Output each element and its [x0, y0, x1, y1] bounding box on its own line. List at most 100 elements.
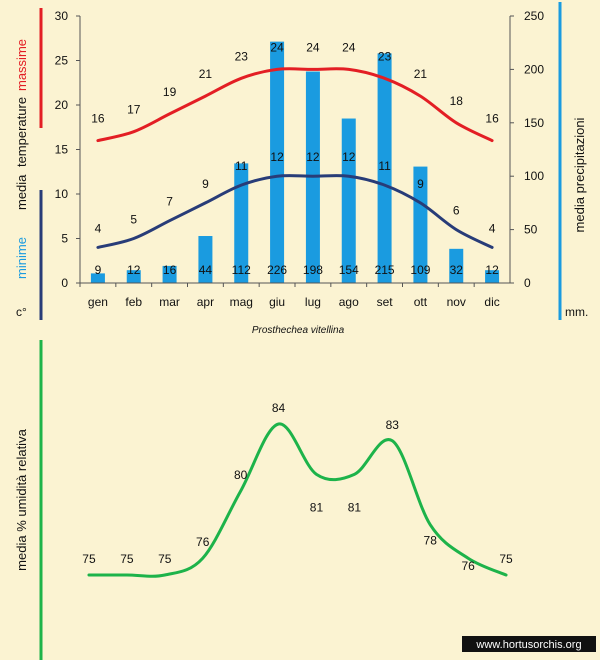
precip-bar: [234, 163, 249, 283]
min-temp-label: 5: [130, 213, 137, 227]
humidity-value-label: 84: [272, 401, 286, 415]
humidity-value-label: 75: [120, 552, 134, 566]
precip-unit: mm.: [565, 305, 588, 319]
precip-bar: [198, 236, 213, 283]
x-tick-label: lug: [305, 295, 321, 309]
temperature-unit: c°: [16, 305, 27, 319]
max-temp-label: 16: [91, 112, 105, 126]
min-temp-label: 7: [166, 195, 173, 209]
precip-value-label: 12: [485, 263, 499, 277]
humidity-chart: media % umidità relativa 75 75 75 76 80 84 81 8…: [14, 340, 513, 660]
right-tick-label: 250: [524, 9, 544, 23]
right-tick-label: 100: [524, 169, 544, 183]
min-temp-label: 12: [270, 150, 284, 164]
left-tick-label: 25: [55, 54, 69, 68]
right-tick-label: 200: [524, 62, 544, 76]
precip-value-label: 215: [375, 263, 395, 277]
x-tick-label: nov: [447, 295, 466, 309]
max-temp-label: 17: [127, 103, 141, 117]
precip-value-label: 9: [95, 263, 102, 277]
left-tick-label: 10: [55, 187, 69, 201]
min-temp-label: 9: [417, 177, 424, 191]
precip-value-label: 109: [410, 263, 430, 277]
precip-bar: [413, 166, 428, 283]
max-temp-label: 21: [414, 67, 428, 81]
humidity-value-label: 83: [386, 418, 400, 432]
min-temp-label: 4: [489, 221, 496, 235]
precip-bar: [162, 265, 177, 283]
precip-axis-title: media precipitazioni: [572, 117, 587, 232]
min-temp-label: 9: [202, 177, 209, 191]
min-temp-label: 6: [453, 204, 460, 218]
watermark: www.hortusorchis.org: [475, 639, 581, 651]
x-axis: gen feb mar apr mag giu lug ago set ott nov dic: [79, 282, 510, 309]
left-tick-label: 5: [61, 232, 68, 246]
x-tick-label: feb: [125, 295, 142, 309]
precip-value-label: 32: [450, 263, 464, 277]
precip-value-label: 226: [267, 263, 287, 277]
right-axis: 0 50 100 150 200 250: [509, 9, 544, 290]
precip-value-label: 12: [127, 263, 141, 277]
max-temp-label: 24: [342, 40, 356, 54]
min-axis-title: minime: [14, 237, 29, 279]
right-tick-label: 0: [524, 276, 531, 290]
x-tick-label: dic: [484, 295, 499, 309]
right-tick-label: 150: [524, 116, 544, 130]
humidity-value-label: 76: [196, 535, 210, 549]
right-tick-label: 50: [524, 223, 538, 237]
humidity-axis-title: media % umidità relativa: [14, 428, 29, 570]
x-tick-label: gen: [88, 295, 108, 309]
min-temp-label: 12: [342, 150, 356, 164]
max-temp-label: 23: [235, 49, 249, 63]
humidity-value-label: 81: [310, 500, 324, 514]
humidity-value-label: 80: [234, 468, 248, 482]
precip-value-label: 198: [303, 263, 323, 277]
precip-bar: [485, 270, 500, 283]
max-temp-label: 24: [306, 40, 320, 54]
precip-bar: [449, 248, 464, 283]
humidity-value-label: 78: [424, 534, 438, 548]
humidity-value-label: 75: [82, 552, 96, 566]
left-tick-label: 20: [55, 98, 69, 112]
x-tick-label: ott: [414, 295, 428, 309]
x-tick-label: ago: [339, 295, 359, 309]
watermark-bg: [462, 636, 596, 652]
left-axis: 0 5 10 15 20 25 30: [55, 9, 81, 290]
media-axis-title: media: [14, 174, 29, 210]
precip-bar: [377, 53, 392, 283]
precip-bar: [126, 270, 141, 283]
x-tick-label: mar: [159, 295, 180, 309]
left-tick-label: 0: [61, 276, 68, 290]
humidity-line: [87, 422, 508, 578]
max-temp-label: 21: [199, 67, 213, 81]
precip-value-label: 112: [232, 263, 251, 277]
min-temp-label: 12: [306, 150, 320, 164]
humidity-series: 75 75 75 76 80 84 81 81 83 78 76 75: [82, 401, 513, 578]
left-tick-label: 15: [55, 143, 69, 157]
x-tick-label: apr: [197, 295, 214, 309]
max-temp-label: 19: [163, 85, 177, 99]
max-temp-label: 24: [270, 40, 284, 54]
precip-value-label: 44: [199, 263, 213, 277]
humidity-value-label: 75: [158, 552, 172, 566]
left-tick-label: 30: [55, 9, 69, 23]
max-temp-label: 16: [485, 112, 499, 126]
humidity-value-label: 76: [461, 559, 475, 573]
max-axis-title: massime: [14, 39, 29, 91]
x-tick-label: giu: [269, 295, 285, 309]
min-temp-line: [96, 174, 494, 249]
max-temp-label: 18: [450, 94, 464, 108]
precip-bar: [341, 118, 356, 283]
min-temp-label: 11: [235, 159, 248, 173]
min-temp-label: 11: [378, 159, 391, 173]
precipitation-bars: [90, 41, 500, 283]
precip-bar: [90, 273, 105, 283]
humidity-value-label: 81: [348, 500, 362, 514]
x-tick-label: mag: [230, 295, 253, 309]
min-temp-label: 4: [95, 221, 102, 235]
humidity-value-label: 75: [499, 552, 513, 566]
max-temp-label: 23: [378, 49, 392, 63]
data-labels: 9 12 16 44 112 226 198 154 215 109 32 1216171921232…: [91, 40, 499, 277]
